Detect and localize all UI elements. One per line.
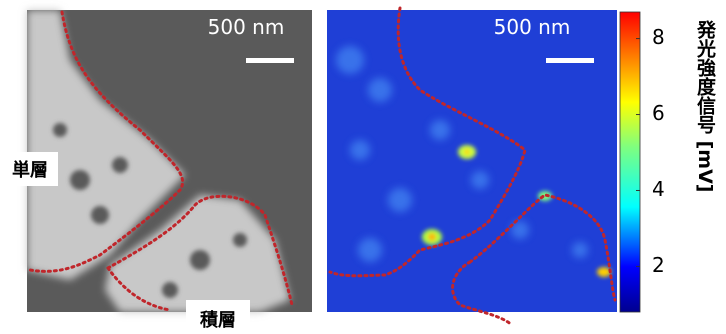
colorbar xyxy=(620,12,640,312)
tick-label: 2 xyxy=(652,253,665,277)
label-stacked: 積層 xyxy=(199,309,236,331)
tick-label: 4 xyxy=(652,177,665,201)
luminescence-map: 500 nm xyxy=(327,8,617,325)
label-single-layer: 単層 xyxy=(12,159,48,181)
colorbar-label: 発光強度信号 [mV] xyxy=(694,19,717,193)
tick-label: 6 xyxy=(652,101,665,125)
tick-label: 8 xyxy=(652,25,665,49)
scale-bar-label: 500 nm xyxy=(208,15,285,39)
scale-bar xyxy=(246,58,294,63)
scale-bar xyxy=(546,58,594,63)
figure: 500 nm 単層 積層 500 nm 2 4 6 8 発光強度信号 [mV] xyxy=(0,0,726,334)
sem-image: 500 nm 単層 積層 xyxy=(2,10,312,334)
scale-bar-label: 500 nm xyxy=(494,15,571,39)
